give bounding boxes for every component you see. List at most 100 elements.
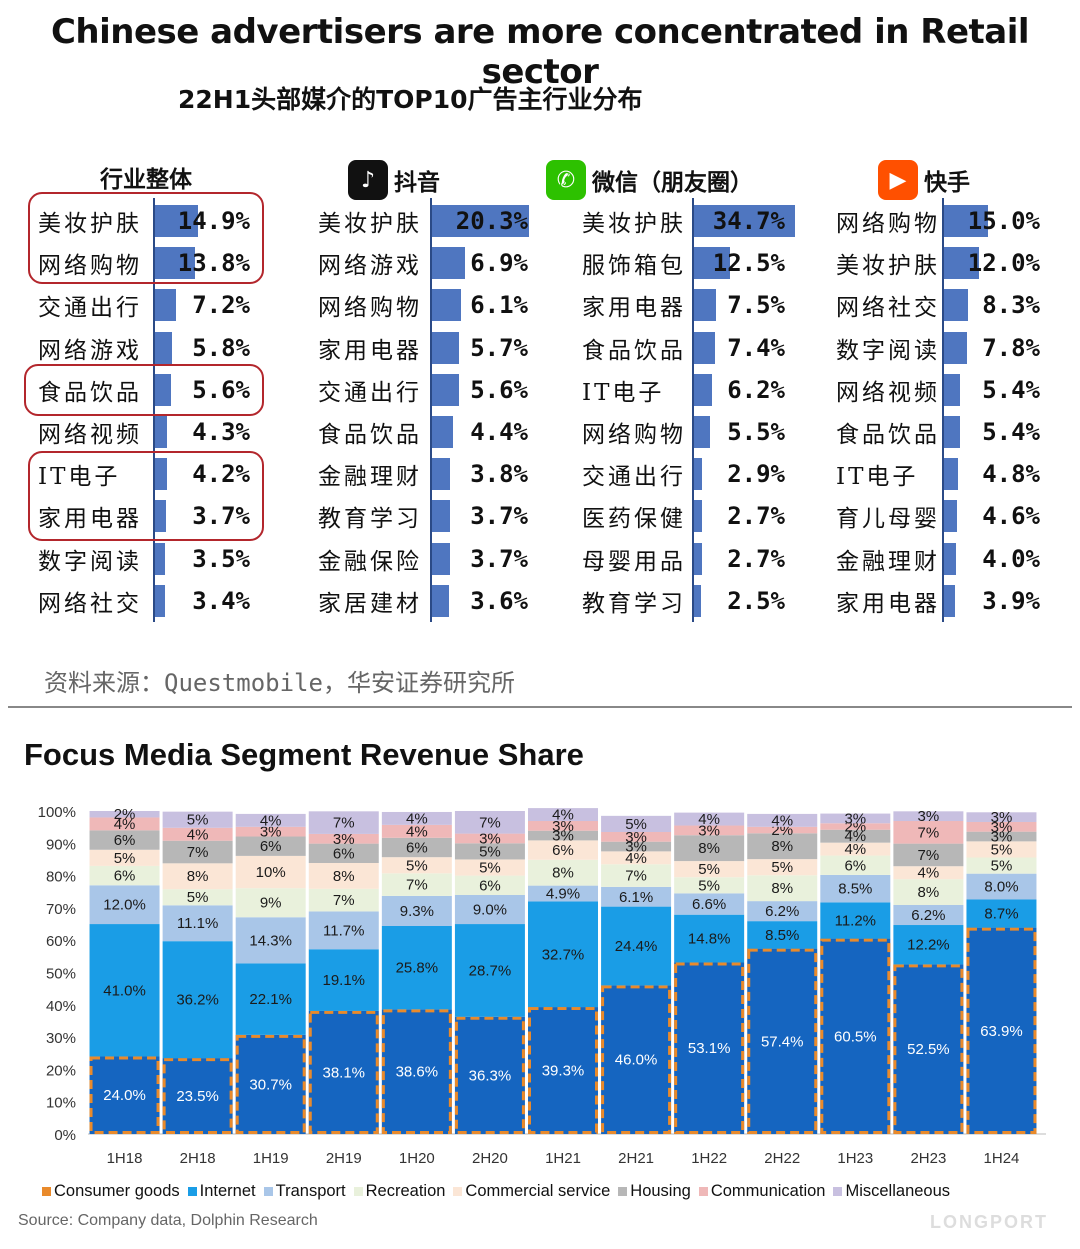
industry-label: 网络视频 (38, 422, 142, 448)
bar-segment-recreation (454, 875, 525, 895)
bar-segment-miscellaneous (381, 811, 452, 825)
bar-segment-housing (162, 840, 233, 864)
bar-segment-transport (454, 894, 525, 925)
y-tick-label: 0% (54, 1127, 76, 1144)
bar-data-label: 12.0% (103, 897, 146, 914)
panel-row-label: 交通出行 (38, 284, 142, 326)
panel-row-label: 母婴用品 (582, 538, 686, 580)
panel-row-label: 网络购物 (318, 284, 422, 326)
bar-data-label: 3% (625, 839, 647, 856)
panel-row-label: 美妆护肤 (582, 200, 686, 242)
bar-data-label: 8% (918, 884, 940, 901)
panel-bar (432, 542, 450, 575)
legend-swatch (187, 1187, 197, 1196)
panel-bar (432, 331, 460, 364)
bar-segment-transport (893, 904, 964, 926)
industry-label: 食品饮品 (582, 337, 686, 364)
panel-row-value: 3.7% (436, 538, 528, 580)
bar-segment-internet (528, 901, 598, 1008)
bar-data-label: 4% (698, 811, 720, 828)
panel-row-value: 3.4% (158, 580, 250, 622)
bar-segment-transport (674, 893, 745, 915)
sub-title: 22H1头部媒介的TOP10广告主行业分布 (178, 85, 643, 114)
industry-value: 12.5% (712, 249, 785, 278)
panel-row-label: 医药保健 (582, 495, 686, 537)
panel-row-value: 5.4% (948, 411, 1040, 453)
y-tick-label: 100% (38, 804, 76, 821)
bar-data-label: 4% (406, 823, 428, 840)
industry-value: 3.5% (192, 544, 250, 573)
panel-title-2: ✆ 微信（朋友圈） (546, 160, 753, 200)
bar-data-label: 6% (552, 842, 574, 859)
x-tick-label: 2H20 (472, 1150, 508, 1167)
panel-row-label: 数字阅读 (38, 538, 142, 580)
panel-bar (432, 205, 530, 237)
legend-swatch (698, 1187, 708, 1196)
legend-item: Communication (698, 1182, 825, 1201)
bar-data-label: 5% (991, 858, 1013, 875)
bar-segment-housing (235, 836, 306, 856)
bar-data-label: 3% (991, 829, 1013, 846)
bar-segment-transport (747, 901, 818, 922)
bar-data-label: 14.3% (249, 932, 292, 949)
industry-label: 网络购物 (582, 422, 686, 448)
panel-row-label: 金融理财 (836, 538, 940, 580)
panel-row-value: 15.0% (948, 200, 1040, 242)
panel-row-label: 网络购物 (38, 242, 142, 284)
bar-data-label: 8% (771, 880, 793, 897)
industry-value: 5.5% (727, 418, 785, 446)
bar-segment-commercial-service (235, 855, 306, 889)
bar-segment-commercial-service (528, 840, 598, 860)
bar-segment-recreation (966, 857, 1037, 874)
bar-data-label: 6% (479, 877, 501, 894)
bar-segment-commercial-service (820, 842, 891, 856)
legend-label: Housing (630, 1182, 691, 1200)
bar-segment-transport (89, 885, 160, 925)
x-tick-label: 2H21 (618, 1150, 654, 1167)
source-cn: 资料来源：Questmobile，华安证券研究所 (44, 669, 515, 697)
bar-segment-communication (235, 826, 306, 837)
panel-row-label: 食品饮品 (38, 369, 142, 411)
bar-segment-recreation (381, 873, 452, 896)
bar-segment-internet (308, 949, 379, 1011)
bar-data-label: 8% (187, 868, 209, 885)
panel-bar (155, 247, 196, 280)
bar-data-label: 9% (260, 895, 282, 912)
bar-data-label: 8.0% (984, 879, 1018, 896)
panel-bar (694, 289, 716, 322)
consumer-goods-dash-outline (820, 938, 891, 1135)
bar-data-label: 4% (187, 826, 209, 843)
y-tick-label: 20% (46, 1062, 76, 1079)
panel-title-text: 行业整体 (100, 167, 192, 193)
bar-segment-recreation (747, 875, 818, 902)
panel-bar (155, 331, 172, 364)
bar-data-label: 25.8% (396, 960, 439, 977)
bar-data-label: 4% (844, 828, 866, 845)
industry-value: 13.8% (177, 249, 250, 278)
bar-segment-internet (893, 925, 964, 965)
industry-value: 12.0% (967, 249, 1040, 278)
x-tick-label: 1H20 (399, 1150, 435, 1167)
bar-data-label: 52.5% (907, 1041, 950, 1058)
panel-bar (694, 205, 795, 237)
panel-row-value: 5.5% (693, 411, 785, 453)
panel-title-0: 行业整体 (100, 160, 192, 194)
industry-value: 3.6% (470, 586, 528, 615)
panel-row-value: 14.9% (158, 200, 250, 242)
bar-data-label: 8.5% (765, 927, 799, 944)
bar-segment-miscellaneous (601, 815, 672, 832)
industry-label: 教育学习 (582, 590, 686, 617)
industry-label: 母婴用品 (582, 548, 686, 575)
panel-row-label: 育儿母婴 (836, 495, 940, 537)
legend-item: Commercial service (453, 1182, 610, 1201)
bar-segment-internet (381, 925, 452, 1010)
panel-title-text: 微信（朋友圈） (592, 170, 753, 196)
panel-bar (432, 416, 454, 448)
bar-data-label: 39.3% (542, 1063, 585, 1080)
industry-value: 6.9% (470, 249, 528, 278)
industry-value: 34.7% (712, 207, 785, 235)
panel-row-value: 5.8% (158, 327, 250, 369)
bar-data-label: 2% (771, 822, 793, 839)
bar-segment-consumer-goods (308, 1010, 379, 1134)
bar-segment-miscellaneous (162, 811, 233, 828)
